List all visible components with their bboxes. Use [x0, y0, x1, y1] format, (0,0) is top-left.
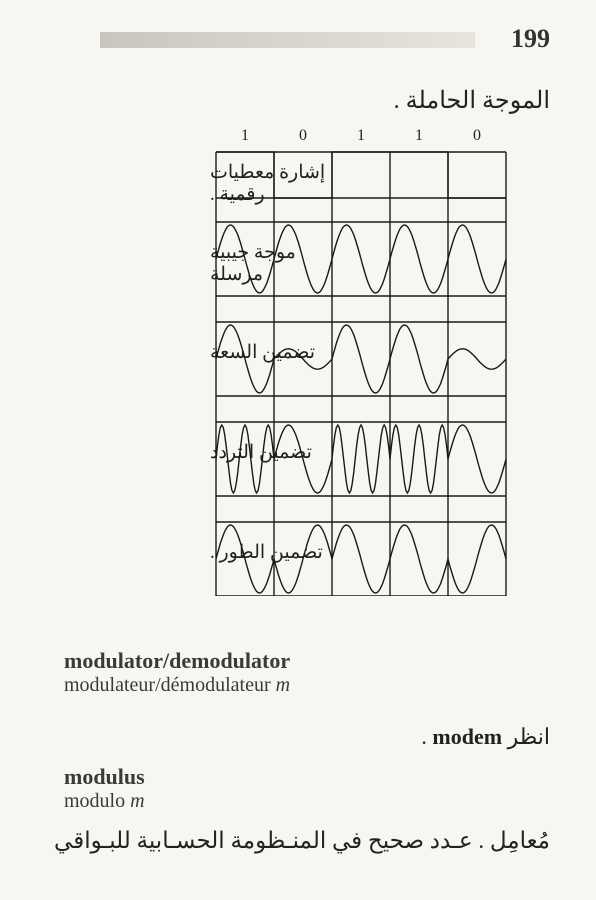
see-prefix: انظر	[502, 724, 550, 749]
modulation-diagram: إشارة معطياترقمية . موجة جيبيةمرسلة تضمين …	[86, 126, 516, 596]
term-en: modulus	[64, 764, 550, 790]
bit-label: 1	[357, 127, 365, 144]
header-rule	[100, 32, 475, 48]
row-label: موجة جيبية	[210, 242, 296, 263]
term-fr: modulateur/démodulateur m	[64, 674, 550, 697]
see-suffix: .	[421, 724, 432, 749]
row-label: تضمين الطور .	[210, 542, 323, 563]
term-fr-text: modulo	[64, 790, 130, 812]
row-label: رقمية .	[210, 184, 265, 205]
entry-modulator: modulator/demodulator modulateur/démodul…	[64, 648, 550, 697]
row-label: مرسلة	[210, 264, 263, 285]
carrier-wave-caption: الموجة الحاملة .	[394, 86, 550, 115]
row-label: تضمين السعة	[210, 342, 315, 363]
term-fr-gender: m	[276, 674, 290, 696]
term-fr-gender: m	[130, 790, 144, 812]
term-en: modulator/demodulator	[64, 648, 550, 674]
see-target: modem	[432, 724, 502, 749]
term-fr: modulo m	[64, 790, 550, 813]
bit-label: 0	[299, 127, 307, 144]
entry1-arabic-line: انظر modem .	[64, 724, 550, 750]
entry-modulus: modulus modulo m	[64, 764, 550, 813]
row-label: تضمين التردد	[210, 442, 312, 463]
row-label: إشارة معطيات	[210, 162, 325, 183]
entry2-arabic-definition: مُعامِل . عـدد صحيح في المنـظومة الحسـاب…	[40, 828, 550, 854]
page-number: 199	[511, 24, 550, 54]
bit-label: 1	[241, 127, 249, 144]
term-fr-text: modulateur/démodulateur	[64, 674, 276, 696]
bit-label: 1	[415, 127, 423, 144]
bit-label: 0	[473, 127, 481, 144]
